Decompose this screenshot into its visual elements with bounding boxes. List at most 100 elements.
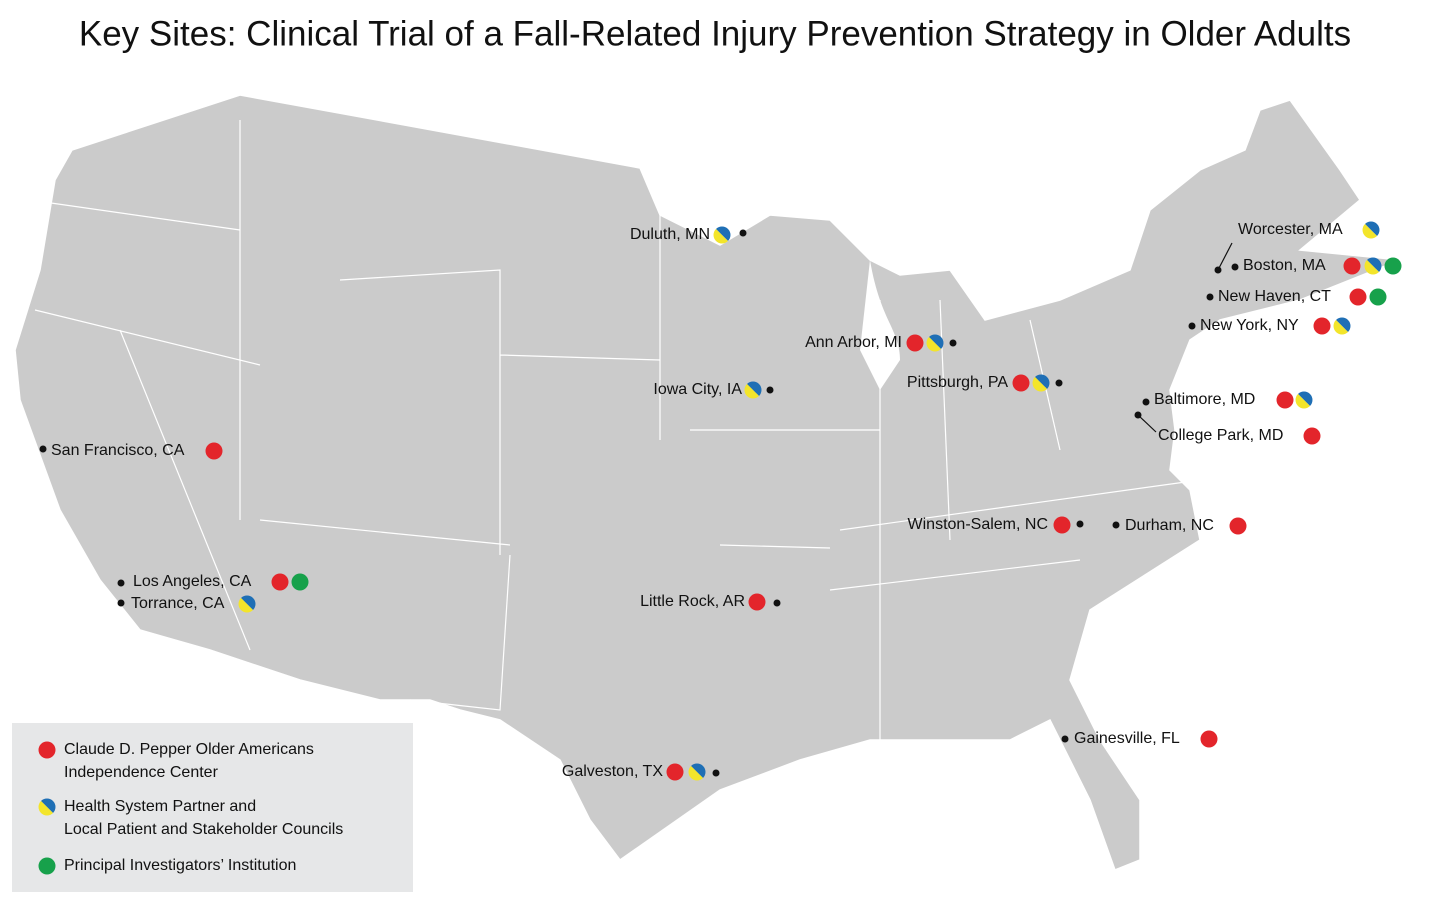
pepper-center-icon [666,763,684,781]
health-system-icon [688,763,706,781]
site: Durham, NC [1112,517,1247,535]
site-label: Los Angeles, CA [133,573,252,590]
site-label: Worcester, MA [1238,221,1343,238]
site-dot [773,599,781,607]
us-map [14,94,1401,871]
icon-half-yellow [926,336,942,352]
pepper-center-icon [1276,391,1294,409]
icon-half-blue [746,381,762,397]
site: Boston, MA [1231,257,1402,275]
site-label: Galveston, TX [562,763,663,780]
health-system-icon [713,226,731,244]
pepper-center-icon [1313,317,1331,335]
site-label: New York, NY [1200,317,1299,334]
pi-institution-icon [1369,288,1387,306]
legend-text: Principal Investigators’ Institution [64,857,296,874]
site: Galveston, TX [562,763,720,781]
site: Gainesville, FL [1061,730,1218,748]
title: Key Sites: Clinical Trial of a Fall-Rela… [79,14,1351,53]
icon-half-blue [40,798,56,814]
pepper-center-icon [1349,288,1367,306]
site: Baltimore, MD [1142,391,1313,409]
site-dot [1214,266,1222,274]
icon-half-yellow [688,765,704,781]
icon-half-yellow [1032,376,1048,392]
site-label: New Haven, CT [1218,288,1331,305]
legend-text: Local Patient and Stakeholder Councils [64,821,343,838]
sites: Duluth, MN Worcester, MA Boston, MA New Hav… [39,221,1402,781]
site-dot [949,339,957,347]
icon-half-yellow [38,800,54,816]
site-label: Ann Arbor, MI [805,334,902,351]
icon-half-yellow [1364,259,1380,275]
pepper-center-icon [1343,257,1361,275]
site-dot [1076,520,1084,528]
health-system-icon [744,381,762,399]
icon-half-yellow [238,597,254,613]
health-system-icon [238,595,256,613]
site-label: Baltimore, MD [1154,391,1255,408]
icon-half-blue [1364,221,1380,237]
icon-half-blue [1366,257,1382,273]
health-system-icon [1333,317,1351,335]
site-dot [1134,411,1142,419]
health-system-icon [38,798,56,816]
icon-half-blue [690,763,706,779]
health-system-icon [1032,374,1050,392]
site-label: Durham, NC [1125,517,1214,534]
site: Worcester, MA [1214,221,1380,274]
pi-institution-icon [291,573,309,591]
pepper-center-icon [1053,516,1071,534]
icon-half-yellow [1333,319,1349,335]
site-dot [1231,263,1239,271]
pepper-center-icon [1200,730,1218,748]
legend: Claude D. Pepper Older Americans Independ… [38,741,343,875]
site-dot [1206,293,1214,301]
icon-half-yellow [744,383,760,399]
site-dot [39,445,47,453]
site-dot [766,386,774,394]
pepper-center-icon [205,442,223,460]
icon-half-yellow [1295,393,1311,409]
health-system-icon [1295,391,1313,409]
site-label: Gainesville, FL [1074,730,1180,747]
pi-institution-icon [38,857,56,875]
site-label: Iowa City, IA [653,381,742,398]
site: Los Angeles, CA [117,573,309,591]
icon-half-blue [1034,374,1050,390]
site-label: San Francisco, CA [51,442,185,459]
pepper-center-icon [1229,517,1247,535]
icon-half-blue [928,334,944,350]
health-system-icon [1364,257,1382,275]
icon-half-yellow [1362,223,1378,239]
pepper-center-icon [1012,374,1030,392]
site-label: Boston, MA [1243,257,1326,274]
icon-half-blue [715,226,731,242]
site: New Haven, CT [1206,288,1387,306]
legend-text: Claude D. Pepper Older Americans [64,741,314,758]
site: Winston-Salem, NC [908,516,1084,534]
site-label: Duluth, MN [630,226,710,243]
site-label: College Park, MD [1158,427,1283,444]
pi-institution-icon [1384,257,1402,275]
legend-text: Independence Center [64,764,219,781]
site-label: Winston-Salem, NC [908,516,1048,533]
pepper-center-icon [748,593,766,611]
health-system-icon [1362,221,1380,239]
site-dot [739,229,747,237]
site: College Park, MD [1134,411,1321,445]
site-dot [117,579,125,587]
legend-text: Health System Partner and [64,798,256,815]
site: Ann Arbor, MI [805,334,957,352]
site-label: Pittsburgh, PA [907,374,1008,391]
icon-half-blue [1335,317,1351,333]
pepper-center-icon [1303,427,1321,445]
site: San Francisco, CA [39,442,223,460]
site: Duluth, MN [630,226,747,244]
site: New York, NY [1188,317,1351,335]
site: Torrance, CA [117,595,256,613]
icon-half-blue [1297,391,1313,407]
icon-half-blue [240,595,256,611]
site: Iowa City, IA [653,381,774,399]
site: Little Rock, AR [640,593,781,611]
